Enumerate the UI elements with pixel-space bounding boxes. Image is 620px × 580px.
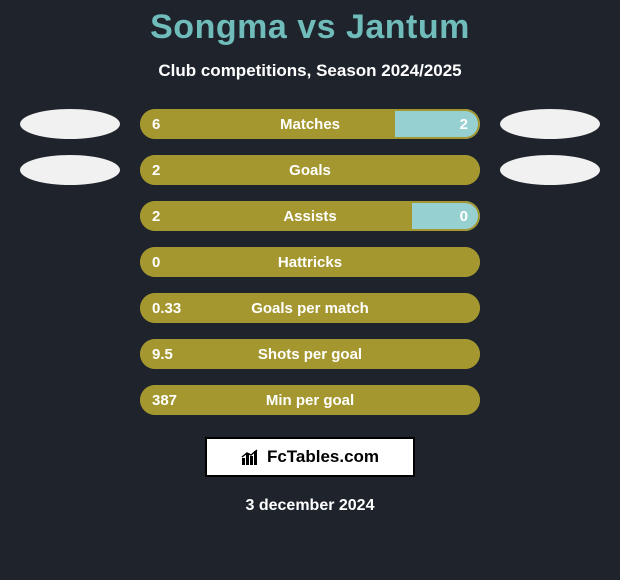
metric-bar: 2Goals (140, 155, 480, 185)
branding-badge: FcTables.com (205, 437, 415, 477)
metric-row: 2Goals (10, 155, 610, 185)
metric-bar: 62Matches (140, 109, 480, 139)
bar-segment-left (140, 201, 412, 231)
value-right: 2 (448, 109, 480, 139)
bar-segment-left (140, 339, 480, 369)
metric-bar: 9.5Shots per goal (140, 339, 480, 369)
metric-bar: 20Assists (140, 201, 480, 231)
value-left: 0.33 (140, 293, 193, 323)
subtitle: Club competitions, Season 2024/2025 (10, 61, 610, 81)
player1-oval (20, 155, 120, 185)
value-left: 6 (140, 109, 172, 139)
branding-text: FcTables.com (267, 447, 379, 467)
metric-bar: 387Min per goal (140, 385, 480, 415)
metric-bar: 0.33Goals per match (140, 293, 480, 323)
metric-row: 387Min per goal (10, 385, 610, 415)
value-left: 387 (140, 385, 189, 415)
metric-bar: 0Hattricks (140, 247, 480, 277)
page-title: Songma vs Jantum (10, 8, 610, 47)
metric-rows: 62Matches2Goals20Assists0Hattricks0.33Go… (10, 109, 610, 415)
value-left: 9.5 (140, 339, 185, 369)
metric-row: 62Matches (10, 109, 610, 139)
comparison-card: Songma vs Jantum Club competitions, Seas… (0, 0, 620, 580)
bar-chart-icon (241, 448, 261, 466)
metric-row: 9.5Shots per goal (10, 339, 610, 369)
value-right: 0 (448, 201, 480, 231)
date-text: 3 december 2024 (10, 497, 610, 515)
bar-segment-left (140, 155, 480, 185)
player1-oval (20, 109, 120, 139)
value-left: 2 (140, 201, 172, 231)
metric-row: 0.33Goals per match (10, 293, 610, 323)
player2-oval (500, 155, 600, 185)
value-left: 2 (140, 155, 172, 185)
bar-segment-left (140, 247, 480, 277)
value-left: 0 (140, 247, 172, 277)
bar-segment-left (140, 385, 480, 415)
bar-segment-left (140, 109, 395, 139)
metric-row: 20Assists (10, 201, 610, 231)
metric-row: 0Hattricks (10, 247, 610, 277)
player2-oval (500, 109, 600, 139)
